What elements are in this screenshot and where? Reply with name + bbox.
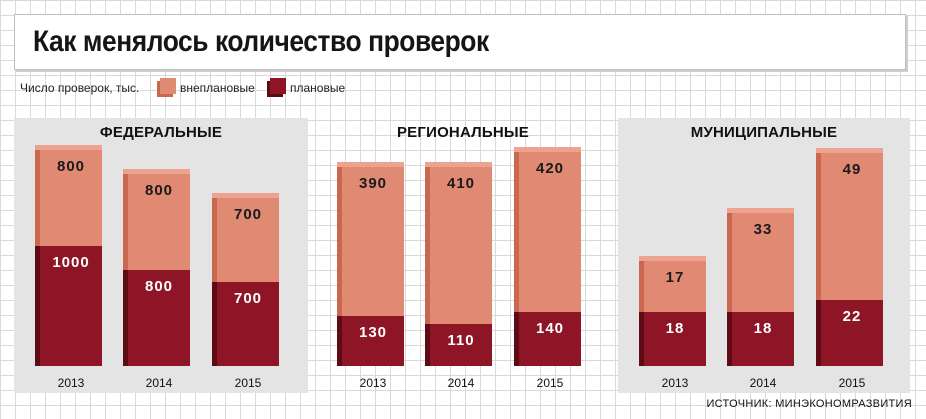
x-tick-label: 2014 bbox=[447, 375, 475, 390]
x-tick-label: 2013 bbox=[57, 376, 85, 390]
bar-side-planned bbox=[35, 246, 40, 366]
bar-side-unplanned bbox=[639, 261, 644, 312]
bar-cap bbox=[816, 148, 883, 153]
bar-side-unplanned bbox=[425, 166, 430, 324]
bar-segment-unplanned bbox=[644, 261, 706, 312]
source-note: ИСТОЧНИК: МИНЭКОНОМРАЗВИТИЯ bbox=[706, 398, 912, 410]
bar-segment-planned bbox=[128, 270, 190, 366]
data-label-unplanned: 420 bbox=[535, 159, 565, 177]
bar-segment-unplanned bbox=[430, 166, 492, 324]
legend-swatch-planned bbox=[270, 78, 286, 94]
bar-side-unplanned bbox=[212, 198, 217, 282]
bar-2014: 410 110 2014 bbox=[425, 161, 492, 390]
legend-unplanned: внеплановые bbox=[180, 81, 255, 95]
data-label-planned: 18 bbox=[665, 320, 685, 337]
bar-side-unplanned bbox=[35, 150, 40, 246]
bar-segment-planned bbox=[217, 282, 279, 366]
bar-cap bbox=[212, 193, 279, 198]
data-label-unplanned: 800 bbox=[56, 158, 86, 175]
bar-2014: 800 800 2014 bbox=[123, 169, 190, 390]
bar-cap bbox=[425, 161, 492, 167]
bar-2013: 17 18 2013 bbox=[639, 256, 706, 390]
data-label-planned: 700 bbox=[233, 290, 263, 307]
bar-segment-unplanned bbox=[732, 213, 794, 312]
bar-cap bbox=[123, 169, 190, 174]
bar-side-unplanned bbox=[337, 166, 342, 317]
data-label-unplanned: 390 bbox=[358, 174, 388, 192]
bar-segment-planned bbox=[732, 312, 794, 366]
x-tick-label: 2013 bbox=[661, 376, 689, 390]
bar-2015: 49 22 2015 bbox=[816, 148, 883, 390]
data-label-planned: 140 bbox=[535, 320, 565, 338]
bar-side-planned bbox=[425, 323, 430, 366]
x-tick-label: 2015 bbox=[234, 376, 262, 390]
bar-2013: 390 130 2013 bbox=[337, 161, 404, 390]
x-tick-label: 2015 bbox=[536, 375, 564, 390]
data-label-unplanned: 17 bbox=[665, 269, 685, 286]
x-tick-label: 2014 bbox=[145, 376, 173, 390]
bar-side-unplanned bbox=[816, 153, 821, 300]
bar-cap bbox=[639, 256, 706, 261]
data-label-unplanned: 33 bbox=[753, 221, 773, 238]
bar-2015: 700 700 2015 bbox=[212, 193, 279, 390]
legend-swatch-unplanned bbox=[160, 78, 176, 94]
bar-segment-planned bbox=[430, 323, 492, 366]
bar-segment-planned bbox=[644, 312, 706, 366]
data-label-planned: 110 bbox=[447, 331, 475, 349]
bar-segment-planned bbox=[342, 316, 404, 366]
bar-cap bbox=[727, 208, 794, 213]
bar-side-planned bbox=[337, 316, 342, 366]
bar-side-unplanned bbox=[123, 174, 128, 270]
panel-title-federal: ФЕДЕРАЛЬНЫЕ bbox=[99, 124, 223, 141]
bar-segment-unplanned bbox=[40, 150, 102, 246]
title-bar: Как менялось количество проверок bbox=[14, 14, 906, 70]
panel-municipal: МУНИЦИПАЛЬНЫЕ 17 18 2013 33 18 2014 49 22 2015 bbox=[618, 118, 910, 393]
legend-planned: плановые bbox=[290, 81, 346, 95]
bar-side-unplanned bbox=[727, 213, 732, 312]
panel-title-municipal: МУНИЦИПАЛЬНЫЕ bbox=[690, 124, 838, 141]
bar-segment-planned bbox=[40, 246, 102, 366]
data-label-planned: 18 bbox=[753, 320, 773, 337]
chart-title: Как менялось количество проверок bbox=[33, 25, 489, 58]
bar-segment-planned bbox=[519, 312, 581, 366]
bar-segment-planned bbox=[821, 300, 883, 366]
panel-federal: ФЕДЕРАЛЬНЫЕ 800 1000 2013 800 800 2014 700 700 2… bbox=[14, 118, 308, 393]
bar-segment-unplanned bbox=[342, 166, 404, 317]
bar-2015: 420 140 2015 bbox=[514, 146, 581, 390]
x-tick-label: 2014 bbox=[749, 376, 777, 390]
bar-segment-unplanned bbox=[217, 198, 279, 282]
bar-cap bbox=[35, 145, 102, 150]
bar-side-planned bbox=[514, 312, 519, 366]
x-tick-label: 2015 bbox=[838, 376, 866, 390]
bar-side-planned bbox=[816, 300, 821, 366]
data-label-unplanned: 800 bbox=[144, 182, 174, 199]
data-label-planned: 1000 bbox=[52, 254, 90, 271]
bar-side-planned bbox=[212, 282, 217, 366]
data-label-unplanned: 49 bbox=[842, 161, 862, 178]
panel-regional: РЕГИОНАЛЬНЫЕ 390 130 2013 410 110 2014 420 140 2… bbox=[316, 118, 610, 393]
bar-side-planned bbox=[639, 312, 644, 366]
bar-side-planned bbox=[123, 270, 128, 366]
bar-2013: 800 1000 2013 bbox=[35, 145, 102, 390]
x-tick-label: 2013 bbox=[359, 375, 387, 390]
bar-side-unplanned bbox=[514, 151, 519, 313]
data-label-planned: 130 bbox=[358, 324, 388, 342]
bar-2014: 33 18 2014 bbox=[727, 208, 794, 390]
bar-side-planned bbox=[727, 312, 732, 366]
panel-title-regional: РЕГИОНАЛЬНЫЕ bbox=[396, 124, 530, 141]
bar-cap bbox=[337, 161, 404, 167]
bar-segment-unplanned bbox=[821, 153, 883, 300]
bar-segment-unplanned bbox=[519, 151, 581, 313]
data-label-planned: 800 bbox=[144, 278, 174, 295]
data-label-unplanned: 410 bbox=[446, 174, 476, 192]
legend-label: Число проверок, тыс. bbox=[20, 81, 140, 95]
data-label-unplanned: 700 bbox=[233, 206, 263, 223]
bar-segment-unplanned bbox=[128, 174, 190, 270]
data-label-planned: 22 bbox=[842, 308, 862, 325]
bar-cap bbox=[514, 146, 581, 152]
